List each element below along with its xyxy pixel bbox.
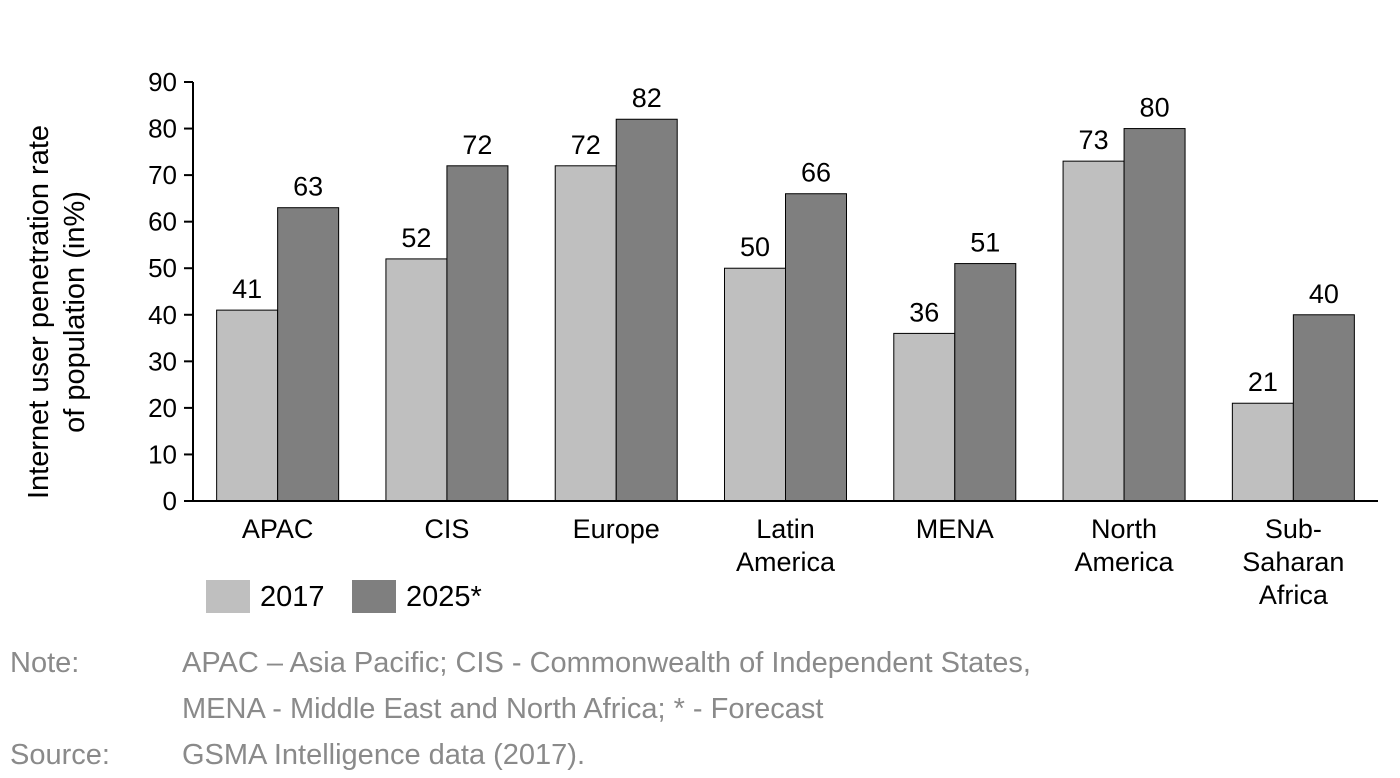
legend-swatch [352,580,396,613]
y-axis-title-line: Internet user penetration rate [23,125,55,499]
source-row: Source: GSMA Intelligence data (2017). [10,732,1390,778]
y-axis-title: Internet user penetration rate of populat… [23,125,91,499]
bar-2025-cis [446,165,509,502]
note-text-line-2: MENA - Middle East and North Africa; * -… [182,693,824,725]
x-category-label: Sub- [1265,514,1322,544]
data-label: 66 [801,158,831,188]
y-tick-label: 60 [148,207,177,237]
legend-label: 2017 [260,581,325,613]
note-label: Note: [10,647,80,679]
note-row: Note: APAC – Asia Pacific; CIS - Commonw… [10,640,1390,686]
bar-2025-europe [615,118,678,502]
x-category-label: APAC [242,514,314,544]
x-category-label: North [1091,514,1157,544]
bar-2025-mena [954,263,1017,502]
legend: 2017 2025* [206,580,482,613]
bar-2017-europe [554,165,617,502]
y-tick-label: 70 [148,160,177,190]
data-label: 72 [462,130,492,160]
legend-label: 2025* [406,581,482,613]
y-tick-label: 20 [148,393,177,423]
y-tick-label: 80 [148,114,177,144]
data-label: 36 [909,297,939,327]
x-category-label: Africa [1259,580,1329,610]
data-label: 82 [632,83,662,113]
y-tick-label: 10 [148,439,177,469]
note-row-continued: MENA - Middle East and North Africa; * -… [10,686,1390,732]
y-axis-title-text: Internet user penetration rate of populat… [23,125,91,499]
legend-swatch [206,580,250,613]
bar-2017-north-america [1062,160,1125,502]
bar-2025-apac [277,207,340,502]
data-label: 52 [401,223,431,253]
bar-2025-sub-saharan-africa [1292,314,1355,502]
y-tick-label: 30 [148,346,177,376]
bar-2017-apac [216,309,279,502]
data-label: 72 [571,130,601,160]
y-tick-label: 90 [148,67,177,97]
bar-2017-cis [385,258,448,502]
bar-2025-latin-america [785,193,847,502]
note-spacer [10,686,182,732]
x-category-label: Europe [573,514,660,544]
bar-2017-sub-saharan-africa [1231,402,1294,502]
bars [216,118,1355,502]
y-tick-label: 0 [163,486,177,516]
x-category-label: MENA [916,514,994,544]
data-labels: 41 63 52 72 72 82 50 66 36 51 73 80 21 40 [232,83,1339,397]
note-text-line-1: APAC – Asia Pacific; CIS - Commonwealth … [182,647,1031,679]
data-label: 80 [1140,93,1170,123]
bar-2017-latin-america [724,267,786,502]
y-axis-title-line: of population (in%) [59,191,91,433]
x-category-label: Saharan [1242,547,1344,577]
data-label: 51 [970,228,1000,258]
data-label: 73 [1079,125,1109,155]
bar-2025-north-america [1123,128,1186,502]
y-axis: 0 10 20 30 40 50 60 70 80 90 [148,67,194,516]
x-category-label: CIS [424,514,469,544]
chart-notes: Note: APAC – Asia Pacific; CIS - Commonw… [10,640,1390,778]
data-label: 40 [1309,279,1339,309]
data-label: 21 [1248,367,1278,397]
data-label: 63 [293,172,323,202]
y-tick-label: 50 [148,253,177,283]
x-category-label: America [1075,547,1175,577]
bar-2017-mena [893,332,956,502]
data-label: 50 [740,232,770,262]
source-label: Source: [10,739,110,771]
data-label: 41 [232,274,262,304]
source-text: GSMA Intelligence data (2017). [182,739,586,771]
y-tick-label: 40 [148,300,177,330]
x-category-label: America [736,547,836,577]
x-category-label: Latin [756,514,815,544]
